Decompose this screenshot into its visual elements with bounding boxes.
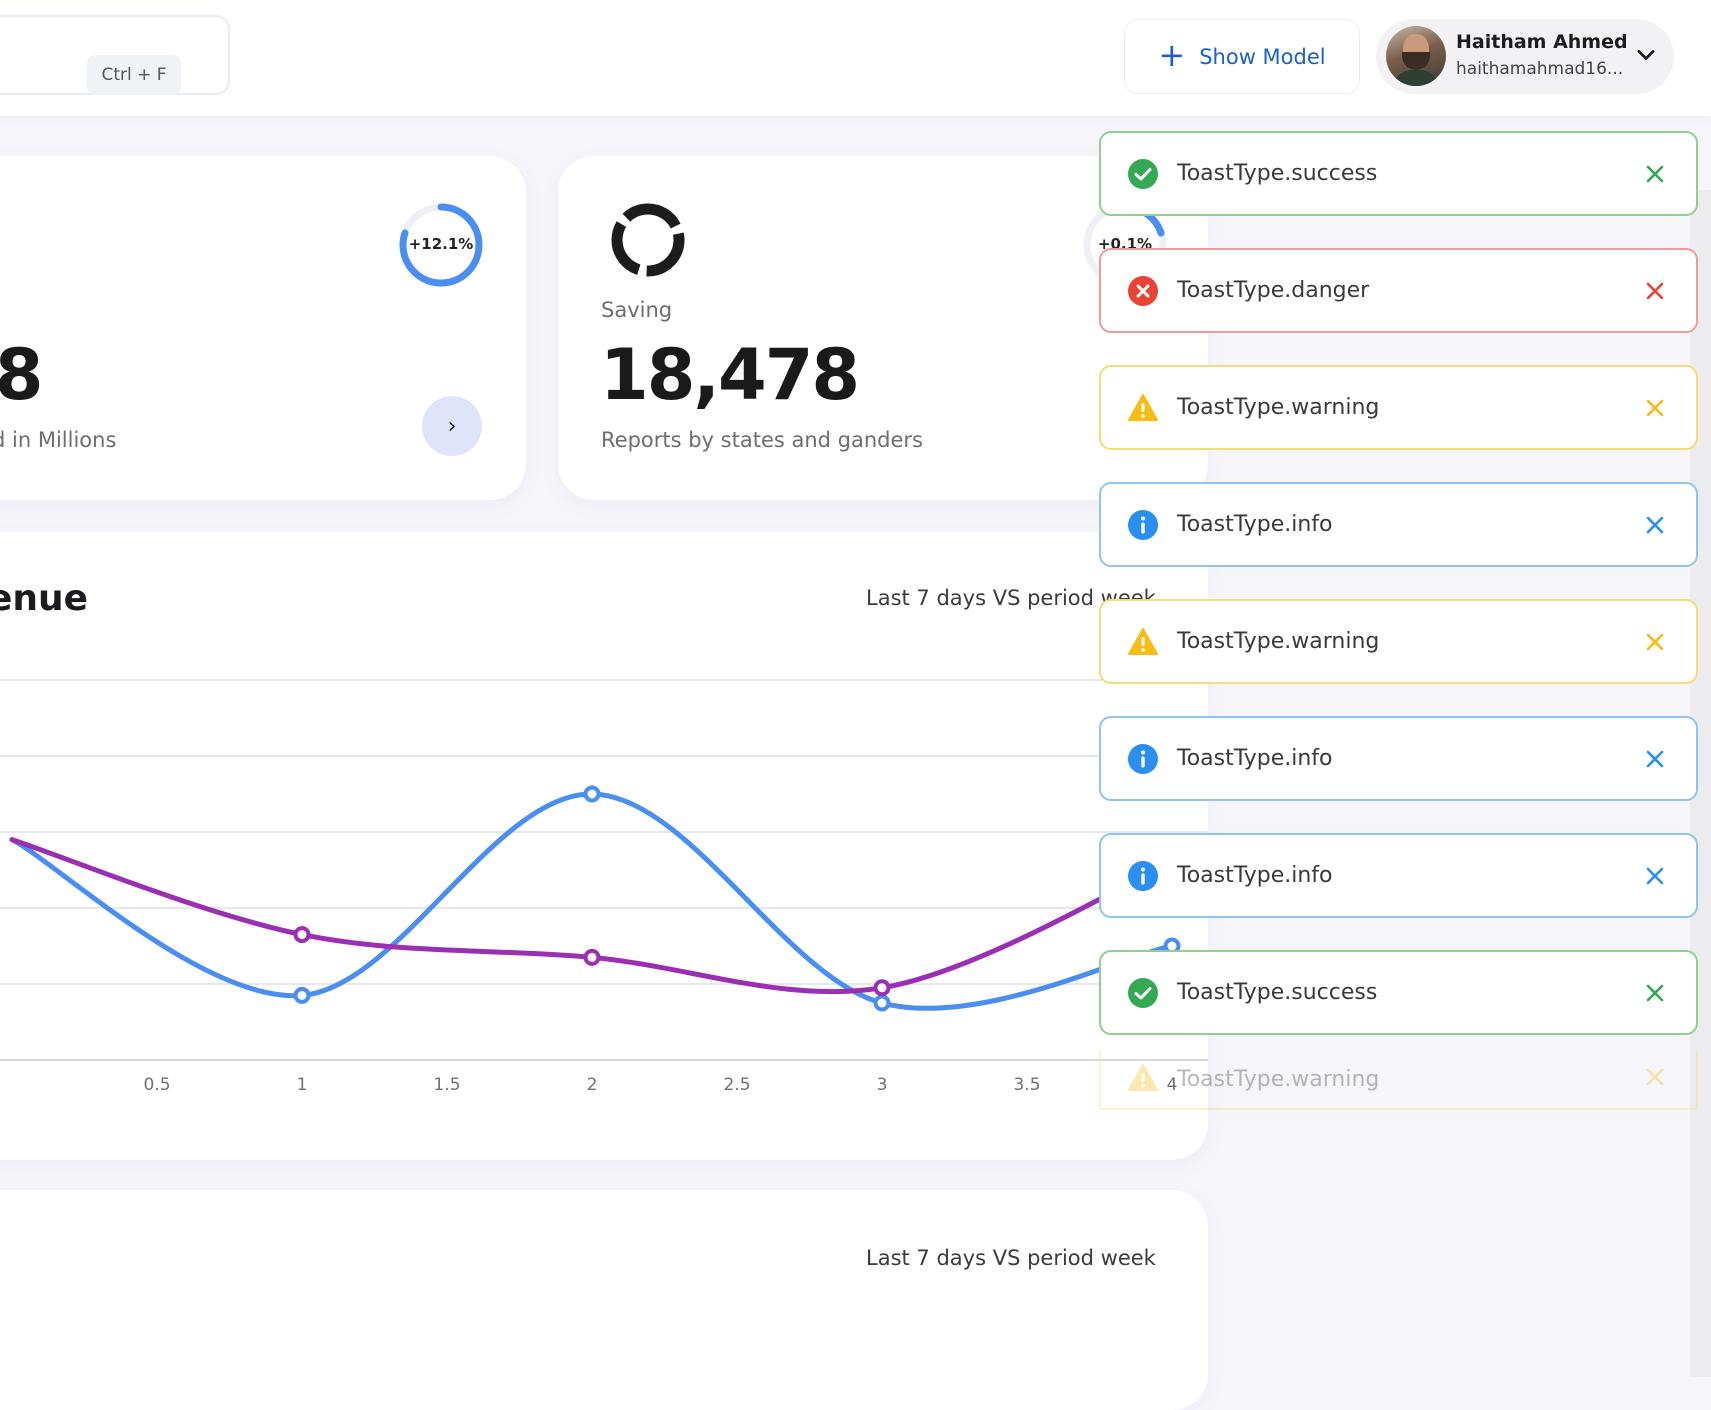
x-tick-label: 2.5 xyxy=(723,1075,750,1095)
x-circle-icon xyxy=(1128,276,1158,306)
x-tick-label: 3 xyxy=(877,1075,888,1095)
toast-warning[interactable]: ToastType.warning xyxy=(1099,599,1698,684)
user-name: Haitham Ahmed xyxy=(1456,31,1628,53)
x-tick-label: 3.5 xyxy=(1013,1075,1040,1095)
close-icon[interactable] xyxy=(1640,276,1670,306)
toast-success[interactable]: ToastType.success xyxy=(1099,950,1698,1035)
toast-info[interactable]: ToastType.info xyxy=(1099,716,1698,801)
toast-label: ToastType.success xyxy=(1177,161,1378,186)
revenue-line-chart: 0.5 1 1.5 2 2.5 3 3.5 4 xyxy=(0,679,1208,1095)
close-icon[interactable] xyxy=(1640,1062,1670,1092)
toast-danger[interactable]: ToastType.danger xyxy=(1099,248,1698,333)
data-point[interactable] xyxy=(583,948,601,966)
toast-label: ToastType.danger xyxy=(1177,278,1370,303)
close-icon[interactable] xyxy=(1640,861,1670,891)
bottom-card xyxy=(0,1190,1208,1410)
warning-triangle-icon xyxy=(1128,1064,1158,1091)
next-button[interactable]: › xyxy=(422,396,482,456)
toast-label: ToastType.info xyxy=(1177,512,1333,537)
check-circle-icon xyxy=(1128,978,1158,1008)
close-icon[interactable] xyxy=(1640,510,1670,540)
close-icon[interactable] xyxy=(1640,627,1670,657)
data-point[interactable] xyxy=(293,926,311,944)
stat-card-1: +12.1% 48 d in Millions › xyxy=(0,156,526,500)
stat-subtitle: Reports by states and ganders xyxy=(601,428,923,452)
check-circle-icon xyxy=(1128,159,1158,189)
search-input[interactable]: Ctrl + F xyxy=(0,15,230,95)
warning-triangle-icon xyxy=(1128,394,1158,421)
toast-warning[interactable]: ToastType.warning xyxy=(1099,365,1698,450)
stat-value: 48 xyxy=(0,334,43,416)
user-menu[interactable]: Haitham Ahmed haithamahmad16... xyxy=(1376,19,1674,94)
x-tick-label: 1 xyxy=(297,1075,308,1095)
progress-ring xyxy=(399,203,483,287)
toast-label: ToastType.warning xyxy=(1177,1066,1380,1092)
x-tick-label: 0.5 xyxy=(143,1075,170,1095)
info-circle-icon xyxy=(1128,861,1158,891)
data-point[interactable] xyxy=(293,986,311,1004)
x-tick-label: 1.5 xyxy=(433,1075,460,1095)
series-line-2 xyxy=(9,837,1175,995)
plus-icon: + xyxy=(1158,36,1186,74)
stat-value: 18,478 xyxy=(600,334,860,416)
toast-label: ToastType.info xyxy=(1177,863,1333,888)
revenue-chart-card xyxy=(0,532,1208,1160)
close-icon[interactable] xyxy=(1640,393,1670,423)
toast-warning[interactable]: ToastType.warning xyxy=(1099,1050,1698,1110)
chevron-down-icon[interactable] xyxy=(1632,41,1660,69)
top-bar: Ctrl + F + Show Model Haitham Ahmed hait… xyxy=(0,0,1711,116)
toast-label: ToastType.success xyxy=(1177,980,1378,1005)
data-point[interactable] xyxy=(583,785,601,803)
user-email: haithamahmad16... xyxy=(1456,59,1624,79)
warning-triangle-icon xyxy=(1128,628,1158,655)
info-circle-icon xyxy=(1128,744,1158,774)
stat-title: Saving xyxy=(601,298,673,322)
toast-info[interactable]: ToastType.info xyxy=(1099,482,1698,567)
toast-label: ToastType.warning xyxy=(1177,395,1380,420)
toast-success[interactable]: ToastType.success xyxy=(1099,131,1698,216)
bottom-range-label[interactable]: Last 7 days VS period week xyxy=(866,1246,1156,1270)
search-shortcut-hint: Ctrl + F xyxy=(87,55,181,95)
donut-icon xyxy=(611,203,685,277)
x-tick-label: 4 xyxy=(1167,1075,1178,1095)
data-point[interactable] xyxy=(873,979,891,997)
chart-title: enue xyxy=(0,578,89,619)
close-icon[interactable] xyxy=(1640,978,1670,1008)
data-point[interactable] xyxy=(873,994,891,1012)
close-icon[interactable] xyxy=(1640,744,1670,774)
info-circle-icon xyxy=(1128,510,1158,540)
toast-label: ToastType.info xyxy=(1177,746,1333,771)
avatar xyxy=(1386,26,1446,86)
stat-subtitle: d in Millions xyxy=(0,428,117,452)
growth-badge: +12.1% xyxy=(408,235,474,253)
toast-label: ToastType.warning xyxy=(1177,629,1380,654)
x-tick-label: 2 xyxy=(587,1075,598,1095)
close-icon[interactable] xyxy=(1640,159,1670,189)
toast-info[interactable]: ToastType.info xyxy=(1099,833,1698,918)
chevron-right-icon: › xyxy=(447,413,457,439)
show-model-button[interactable]: + Show Model xyxy=(1124,19,1360,94)
show-model-label: Show Model xyxy=(1199,44,1326,69)
